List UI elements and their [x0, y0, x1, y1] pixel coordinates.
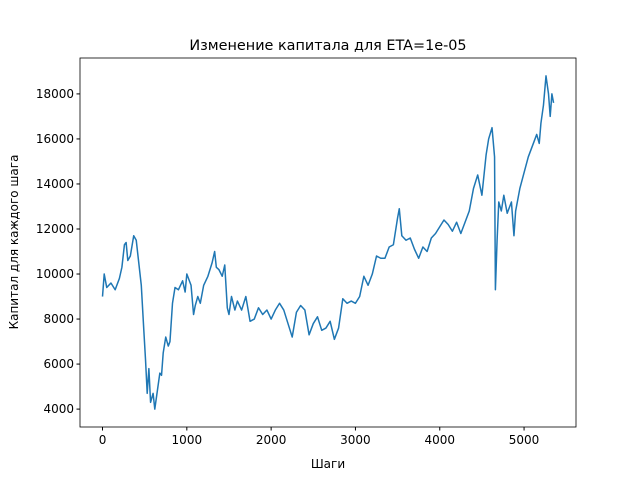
x-axis-label: Шаги	[311, 457, 345, 471]
y-tick-label: 8000	[43, 312, 74, 326]
chart-title: Изменение капитала для ETA=1e-05	[189, 38, 466, 54]
y-tick-label: 18000	[36, 87, 74, 101]
x-tick-label: 2000	[256, 433, 287, 447]
axes-frame	[79, 57, 577, 428]
y-axis-label: Капитал для каждого шага	[7, 155, 21, 330]
y-tick-label: 12000	[36, 222, 74, 236]
x-tick-label: 3000	[340, 433, 371, 447]
y-tick-label: 10000	[36, 267, 74, 281]
y-tick-label: 16000	[36, 132, 74, 146]
y-tick-label: 4000	[43, 402, 74, 416]
y-tick-label: 14000	[36, 177, 74, 191]
x-tick-label: 1000	[172, 433, 203, 447]
x-tick-label: 4000	[424, 433, 455, 447]
x-tick-label: 0	[99, 433, 107, 447]
x-tick-label: 5000	[509, 433, 540, 447]
y-tick-label: 6000	[43, 357, 74, 371]
line-series	[101, 75, 555, 410]
